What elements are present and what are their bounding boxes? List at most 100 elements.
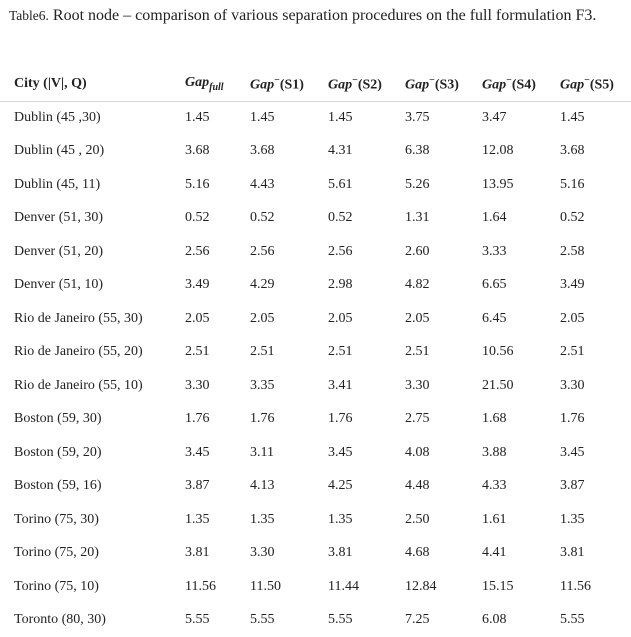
cell-gap-s5: 2.58	[560, 243, 585, 259]
cell-gap-s4: 3.47	[482, 110, 507, 125]
cell-gap-s5: 3.68	[560, 143, 585, 159]
cell-gap-s4: 15.15	[482, 578, 514, 594]
cell-gap-s2: 4.25	[328, 478, 353, 494]
table-row: Dublin (45, 11) 5.16 4.43 5.61 5.26 13.95 5.16	[0, 168, 631, 202]
cell-city: Denver (51, 30)	[14, 210, 104, 226]
table-row: Denver (51, 10) 3.49 4.29 2.98 4.82 6.65 3.49	[0, 269, 631, 303]
cell-gap-s2: 5.61	[328, 176, 353, 192]
cell-gap-s3: 4.68	[405, 545, 430, 561]
cell-gap-full: 5.16	[185, 176, 210, 192]
cell-gap-s5: 1.76	[560, 411, 585, 427]
cell-gap-s3: 3.30	[405, 377, 430, 393]
cell-gap-s4: 1.64	[482, 210, 507, 226]
cell-gap-s4: 6.45	[482, 310, 507, 326]
cell-gap-s3: 2.60	[405, 243, 430, 259]
cell-city: Dublin (45 , 20)	[14, 143, 105, 159]
cell-gap-s2: 11.44	[328, 578, 359, 594]
table-row: Torino (75, 30) 1.35 1.35 1.35 2.50 1.61 1.35	[0, 503, 631, 537]
cell-city: Torino (75, 20)	[14, 545, 99, 561]
cell-gap-s3: 4.82	[405, 277, 430, 293]
cell-gap-s2: 2.98	[328, 277, 353, 293]
cell-gap-s3: 2.51	[405, 344, 430, 360]
cell-city: Rio de Janeiro (55, 20)	[14, 344, 143, 360]
cell-gap-full: 0.52	[185, 210, 210, 226]
cell-gap-s2: 1.35	[328, 511, 353, 527]
cell-gap-s5: 2.05	[560, 310, 585, 326]
cell-city: Torino (75, 30)	[14, 511, 99, 527]
cell-gap-s3: 6.38	[405, 143, 430, 159]
cell-gap-s5: 5.55	[560, 612, 585, 628]
cell-gap-s4: 10.56	[482, 344, 514, 360]
cell-gap-s2: 1.45	[328, 110, 353, 125]
cell-gap-s2: 4.31	[328, 143, 353, 159]
cell-gap-s1: 2.51	[250, 344, 275, 360]
cell-gap-s3: 2.05	[405, 310, 430, 326]
cell-gap-s1: 0.52	[250, 210, 275, 226]
cell-gap-full: 3.49	[185, 277, 210, 293]
cell-gap-s1: 3.11	[250, 444, 274, 460]
cell-gap-s1: 1.76	[250, 411, 275, 427]
cell-gap-s1: 1.35	[250, 511, 275, 527]
cell-gap-s2: 3.41	[328, 377, 353, 393]
cell-gap-s3: 5.26	[405, 176, 430, 192]
cell-gap-s4: 12.08	[482, 143, 514, 159]
cell-gap-full: 3.45	[185, 444, 210, 460]
cell-gap-s1: 11.50	[250, 578, 281, 594]
cell-gap-s2: 5.55	[328, 612, 353, 628]
cell-gap-s1: 2.05	[250, 310, 275, 326]
caption-label: Table6.	[9, 8, 49, 23]
cell-gap-s1: 4.13	[250, 478, 275, 494]
cell-gap-s5: 3.87	[560, 478, 585, 494]
cell-gap-full: 3.68	[185, 143, 210, 159]
cell-gap-full: 1.76	[185, 411, 210, 427]
cell-city: Denver (51, 20)	[14, 243, 104, 259]
table-body: Dublin (45 ,30) 1.45 1.45 1.45 3.75 3.47 1.45 D…	[0, 101, 631, 637]
header-gap-s4: Gap−(S4)	[482, 68, 560, 102]
header-gap-s3: Gap−(S3)	[405, 68, 482, 102]
cell-gap-s1: 5.55	[250, 612, 275, 628]
table-row: Rio de Janeiro (55, 10) 3.30 3.35 3.41 3.30 2…	[0, 369, 631, 403]
cell-gap-full: 1.45	[185, 110, 210, 125]
cell-gap-full: 2.56	[185, 243, 210, 259]
cell-gap-s3: 4.48	[405, 478, 430, 494]
cell-gap-full: 3.30	[185, 377, 210, 393]
header-row: City (|V|, Q) Gapfull Gap−(S1) Gap−(S2) …	[0, 68, 631, 102]
table-caption: Table6. Root node – comparison of variou…	[9, 4, 624, 28]
cell-city: Torino (75, 10)	[14, 578, 99, 594]
header-gap-s1: Gap−(S1)	[250, 68, 328, 102]
cell-gap-s3: 7.25	[405, 612, 430, 628]
cell-gap-s3: 4.08	[405, 444, 430, 460]
cell-gap-s1: 1.45	[250, 110, 275, 125]
results-table: City (|V|, Q) Gapfull Gap−(S1) Gap−(S2) …	[0, 68, 631, 637]
cell-gap-s4: 1.61	[482, 511, 507, 527]
cell-city: Denver (51, 10)	[14, 277, 104, 293]
table-row: Rio de Janeiro (55, 20) 2.51 2.51 2.51 2.51 1…	[0, 336, 631, 370]
cell-gap-full: 2.51	[185, 344, 210, 360]
cell-gap-s2: 1.76	[328, 411, 353, 427]
table-row: Boston (59, 16) 3.87 4.13 4.25 4.48 4.33 3.87	[0, 470, 631, 504]
table-row: Denver (51, 20) 2.56 2.56 2.56 2.60 3.33 2.58	[0, 235, 631, 269]
cell-gap-s2: 3.45	[328, 444, 353, 460]
cell-gap-s5: 0.52	[560, 210, 585, 226]
table-row: Torino (75, 20) 3.81 3.30 3.81 4.68 4.41 3.81	[0, 537, 631, 571]
table-row: Dublin (45 , 20) 3.68 3.68 4.31 6.38 12.08 3.6…	[0, 135, 631, 169]
cell-gap-full: 11.56	[185, 578, 216, 594]
cell-gap-s5: 3.45	[560, 444, 585, 460]
cell-gap-s5: 3.49	[560, 277, 585, 293]
cell-city: Dublin (45 ,30)	[14, 110, 101, 125]
caption-text: Root node – comparison of various separa…	[48, 7, 597, 24]
cell-city: Rio de Janeiro (55, 10)	[14, 377, 143, 393]
cell-gap-s1: 4.43	[250, 176, 275, 192]
table-row: Dublin (45 ,30) 1.45 1.45 1.45 3.75 3.47 1.45	[0, 101, 631, 135]
header-gap-s5: Gap−(S5)	[560, 68, 631, 102]
cell-city: Boston (59, 30)	[14, 411, 102, 427]
cell-gap-full: 3.87	[185, 478, 210, 494]
cell-gap-s4: 3.88	[482, 444, 507, 460]
cell-city: Boston (59, 16)	[14, 478, 102, 494]
cell-gap-s4: 13.95	[482, 176, 514, 192]
cell-gap-s5: 1.35	[560, 511, 585, 527]
table-row: Toronto (80, 30) 5.55 5.55 5.55 7.25 6.08 5.55	[0, 604, 631, 637]
cell-gap-s1: 3.30	[250, 545, 275, 561]
cell-city: Dublin (45, 11)	[14, 176, 101, 192]
cell-gap-s1: 3.68	[250, 143, 275, 159]
